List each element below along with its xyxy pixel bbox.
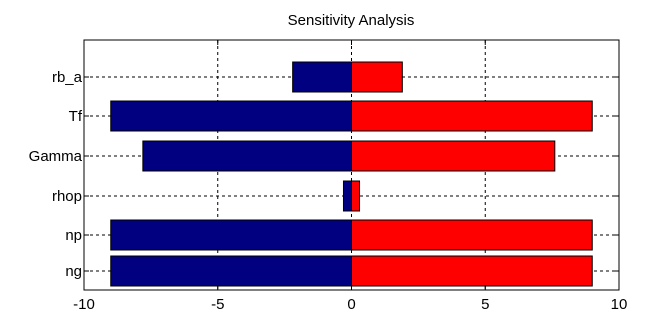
bar-tf-positive [351,100,593,132]
bar-np-positive [351,219,593,251]
bars [110,61,593,287]
y-tick-label: Tf [69,108,83,125]
x-tick-label: 10 [611,296,628,313]
bar-ng-negative [110,255,352,287]
x-tick-label: -5 [211,296,224,313]
bar-gamma-negative [142,140,352,172]
x-tick-label: 5 [481,296,489,313]
y-tick-label: rb_a [52,69,83,86]
bar-rhop-negative [342,180,353,212]
bar-ng-positive [351,255,593,287]
x-tick-label: -10 [73,296,95,313]
y-tick-label: rhop [52,188,82,205]
y-axis: rb_a Tf Gamma rhop np ng [29,69,619,280]
y-tick-label: ng [65,263,82,280]
x-tick-label: 0 [347,296,355,313]
y-tick-label: np [65,227,82,244]
y-tick-label: Gamma [29,148,83,165]
bar-rb-a-positive [351,61,403,93]
bar-rb-a-negative [292,61,352,93]
bar-gamma-positive [351,140,556,172]
chart-title: Sensitivity Analysis [288,12,415,29]
x-axis: -10 -5 0 5 10 [73,40,627,313]
bar-tf-negative [110,100,352,132]
bar-rhop-positive [351,180,361,212]
bar-np-negative [110,219,352,251]
